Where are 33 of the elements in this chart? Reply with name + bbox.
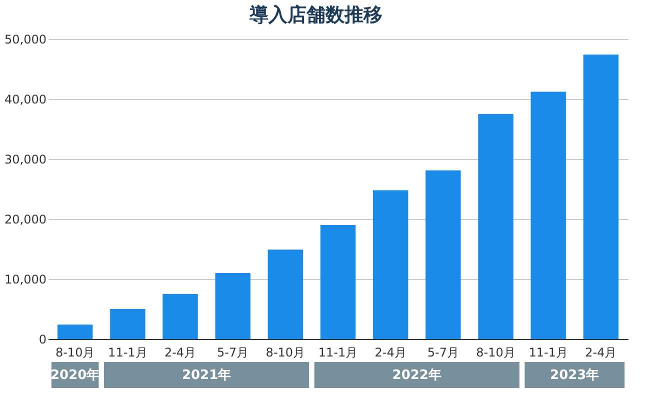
y-tick-label: 0 bbox=[38, 332, 46, 346]
x-tick-label: 5-7月 bbox=[217, 346, 249, 360]
bar bbox=[530, 92, 566, 339]
text: 2020年 bbox=[50, 368, 100, 383]
y-tick-label: 50,000 bbox=[4, 32, 46, 46]
x-tick-label: 2-4月 bbox=[164, 346, 196, 360]
y-tick-label: 10,000 bbox=[4, 272, 46, 286]
chart-title: 導入店舗数推移 bbox=[248, 4, 383, 26]
bar bbox=[372, 190, 408, 339]
bar bbox=[320, 225, 356, 339]
text: 2022年 bbox=[392, 368, 442, 383]
x-tick-label: 5-7月 bbox=[427, 346, 459, 360]
bar bbox=[583, 54, 619, 339]
bar bbox=[215, 273, 250, 339]
text: 2021年 bbox=[182, 368, 232, 383]
x-tick-label: 11-1月 bbox=[528, 346, 568, 360]
x-tick-label: 8-10月 bbox=[476, 346, 516, 360]
text: 2023年 bbox=[550, 368, 600, 383]
bar bbox=[426, 170, 461, 339]
bar bbox=[57, 324, 93, 339]
x-tick-label: 8-10月 bbox=[55, 346, 95, 360]
bar bbox=[268, 250, 304, 339]
bar bbox=[478, 114, 514, 339]
y-tick-label: 20,000 bbox=[4, 212, 46, 226]
x-tick-label: 11-1月 bbox=[318, 346, 358, 360]
bar bbox=[110, 309, 146, 339]
bar bbox=[162, 294, 198, 339]
x-tick-label: 11-1月 bbox=[108, 346, 148, 360]
x-tick-label: 2-4月 bbox=[374, 346, 406, 360]
y-tick-label: 30,000 bbox=[4, 152, 46, 166]
x-tick-label: 8-10月 bbox=[266, 346, 306, 360]
x-tick-label: 2-4月 bbox=[585, 346, 617, 360]
y-tick-label: 40,000 bbox=[4, 92, 46, 106]
